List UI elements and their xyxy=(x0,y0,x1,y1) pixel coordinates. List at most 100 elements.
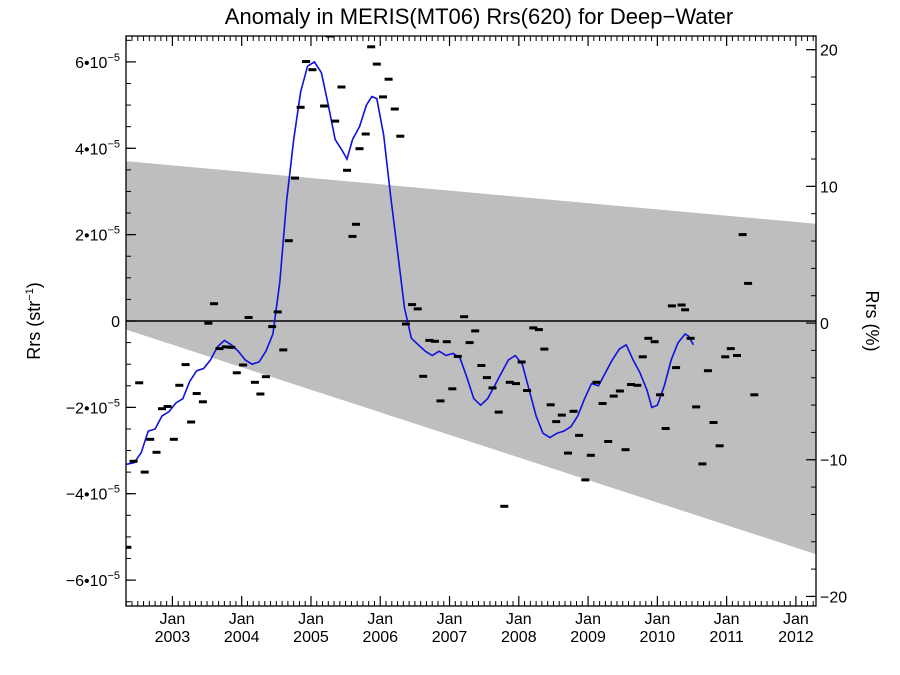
data-point xyxy=(471,329,480,333)
data-point xyxy=(140,470,149,474)
data-point xyxy=(348,234,357,238)
right-tick-label: 10 xyxy=(820,179,838,196)
left-tick-label: 2•10−5 xyxy=(75,225,120,245)
data-point xyxy=(296,105,305,109)
data-point xyxy=(367,45,376,49)
data-point xyxy=(379,95,387,99)
data-point xyxy=(534,328,543,332)
data-point xyxy=(744,281,753,285)
x-tick-year: 2006 xyxy=(362,629,398,646)
x-tick-month: Jan xyxy=(783,611,809,628)
data-point xyxy=(431,339,439,343)
data-point xyxy=(621,448,630,452)
data-point xyxy=(146,437,155,441)
data-point xyxy=(609,394,618,398)
x-tick-year: 2008 xyxy=(501,629,537,646)
data-point xyxy=(692,405,701,409)
x-tick-month: Jan xyxy=(229,611,255,628)
left-tick-exponent: −5 xyxy=(107,570,120,582)
data-point xyxy=(181,363,190,367)
y-axis-label-left-close: ) xyxy=(24,282,44,288)
smoothed-line xyxy=(126,60,695,466)
data-point xyxy=(352,222,360,226)
x-tick-year: 2009 xyxy=(570,629,606,646)
data-point xyxy=(355,147,364,151)
data-point xyxy=(361,132,370,136)
data-point xyxy=(302,60,311,63)
left-tick-exponent: −5 xyxy=(107,397,120,409)
data-point xyxy=(158,407,166,411)
x-tick-month: Jan xyxy=(714,611,740,628)
y-axis-label-right: Rrs (%) xyxy=(862,291,882,352)
data-point xyxy=(592,380,601,384)
data-point xyxy=(656,393,665,397)
right-tick-label: 20 xyxy=(820,43,838,60)
x-tick-year: 2005 xyxy=(293,629,329,646)
data-point xyxy=(726,347,735,351)
x-tick-month: Jan xyxy=(367,611,393,628)
chart-title: Anomaly in MERIS(MT06) Rrs(620) for Deep… xyxy=(225,4,733,29)
left-tick-exponent: −5 xyxy=(107,484,120,496)
right-tick-label: 0 xyxy=(820,316,829,333)
data-point xyxy=(413,307,422,311)
data-point xyxy=(221,345,230,349)
data-point xyxy=(633,383,642,387)
data-point xyxy=(460,315,469,319)
data-point xyxy=(343,168,351,172)
data-point xyxy=(575,433,584,437)
data-point xyxy=(703,369,712,373)
left-tick-label: −2•10−5 xyxy=(66,397,120,417)
data-point xyxy=(557,413,566,417)
data-point xyxy=(505,380,514,384)
left-axis: 6•10−54•10−52•10−50−2•10−5−4•10−5−6•10−5 xyxy=(66,39,136,603)
data-point xyxy=(291,176,299,180)
data-point xyxy=(215,347,224,351)
data-point xyxy=(529,326,538,330)
data-point xyxy=(396,134,405,138)
data-point xyxy=(390,107,399,111)
data-point xyxy=(638,355,647,359)
left-tick-label: 6•10−5 xyxy=(75,52,120,72)
left-tick-mantissa: 2•10 xyxy=(75,228,107,245)
data-point xyxy=(198,400,207,404)
data-point xyxy=(517,360,526,364)
data-point xyxy=(163,405,172,408)
left-tick-mantissa: 0 xyxy=(111,314,120,331)
data-point xyxy=(677,303,686,307)
data-point xyxy=(384,77,393,81)
data-point xyxy=(581,478,590,482)
data-point xyxy=(540,347,549,351)
x-tick-year: 2003 xyxy=(155,629,191,646)
x-tick-year: 2004 xyxy=(224,629,260,646)
data-point xyxy=(569,409,578,413)
x-tick-year: 2010 xyxy=(640,629,676,646)
uncertainty-band xyxy=(126,161,816,555)
data-point xyxy=(273,310,282,314)
data-point xyxy=(284,239,293,243)
left-tick-mantissa: 4•10 xyxy=(75,141,107,158)
data-point xyxy=(401,322,410,326)
data-point xyxy=(448,387,457,391)
data-point xyxy=(586,453,595,457)
x-axis: Jan2003Jan2004Jan2005Jan2006Jan2007Jan20… xyxy=(125,36,814,646)
data-point xyxy=(372,62,381,66)
data-point xyxy=(419,374,428,378)
data-point xyxy=(175,383,184,387)
data-point xyxy=(512,382,520,386)
left-tick-label: −4•10−5 xyxy=(66,484,120,504)
data-point xyxy=(738,233,747,237)
x-tick-month: Jan xyxy=(160,611,186,628)
x-tick-year: 2011 xyxy=(709,629,744,646)
data-point xyxy=(494,410,503,414)
data-point xyxy=(436,399,445,403)
data-point xyxy=(488,386,497,390)
left-tick-mantissa: −2•10 xyxy=(66,400,108,417)
data-point xyxy=(750,393,759,397)
data-point xyxy=(192,392,201,395)
data-point xyxy=(308,68,317,72)
data-point xyxy=(129,459,138,463)
left-tick-mantissa: −4•10 xyxy=(66,487,108,504)
data-point xyxy=(453,354,462,358)
data-point xyxy=(477,364,486,367)
